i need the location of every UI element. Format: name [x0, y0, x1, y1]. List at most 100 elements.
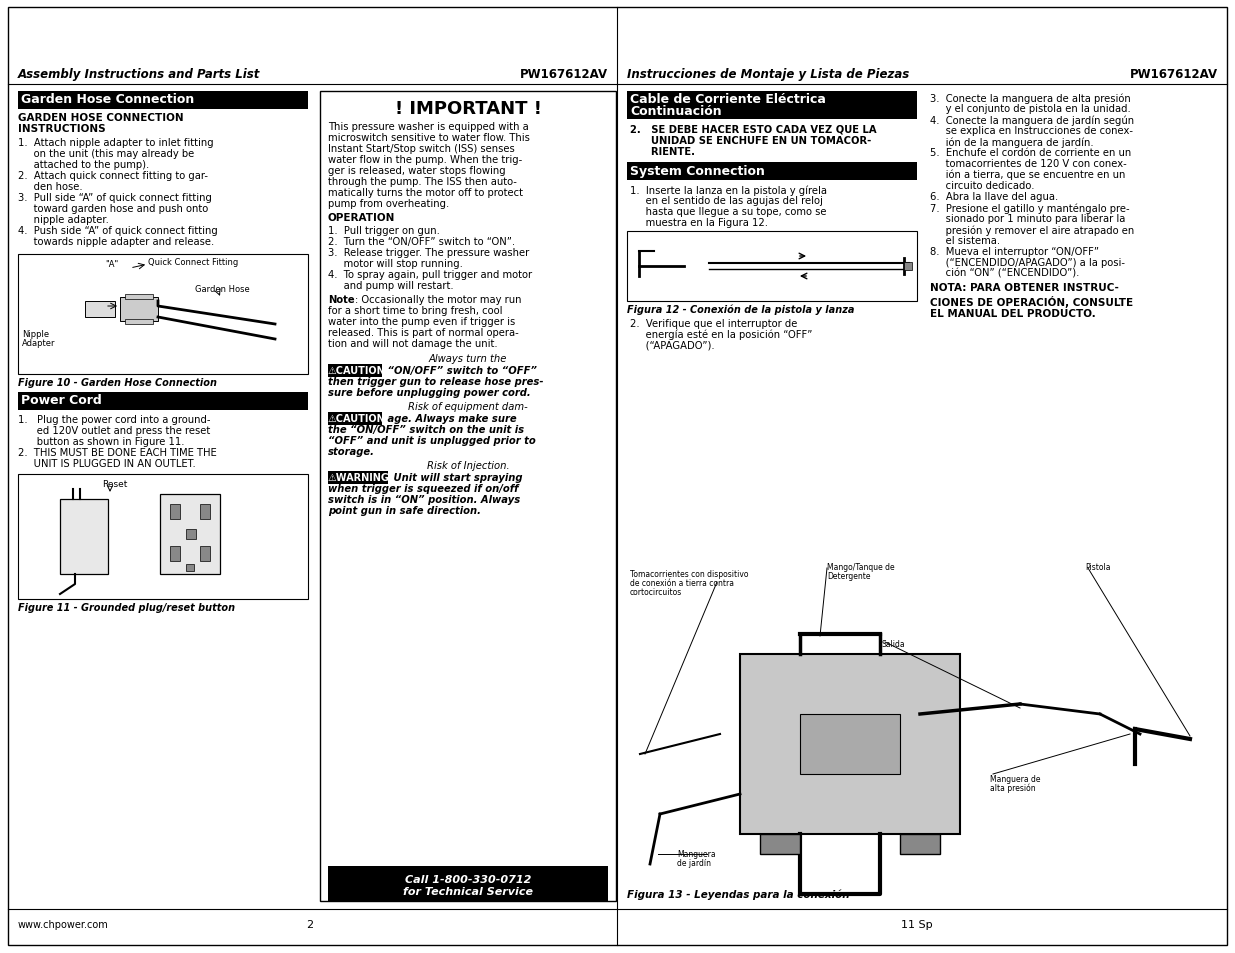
Text: through the pump. The ISS then auto-: through the pump. The ISS then auto-: [329, 177, 517, 187]
Text: ión a tierra, que se encuentre en un: ión a tierra, que se encuentre en un: [930, 170, 1125, 180]
Text: System Connection: System Connection: [630, 165, 764, 178]
Text: 2: 2: [306, 919, 314, 929]
Bar: [19, 91, 308, 110]
Text: and pump will restart.: and pump will restart.: [329, 281, 453, 291]
Text: 2.   SE DEBE HACER ESTO CADA VEZ QUE LA: 2. SE DEBE HACER ESTO CADA VEZ QUE LA: [630, 125, 877, 135]
Bar: [800, 714, 900, 774]
Text: el sistema.: el sistema.: [930, 235, 1000, 246]
Text: "A": "A": [105, 260, 119, 269]
Text: de jardín: de jardín: [677, 858, 711, 867]
Bar: [125, 319, 153, 325]
Bar: [200, 546, 210, 561]
Text: alta presión: alta presión: [990, 783, 1036, 793]
Text: Figura 12 - Conexión de la pistola y lanza: Figura 12 - Conexión de la pistola y lan…: [627, 305, 855, 315]
Text: en el sentido de las agujas del reloj: en el sentido de las agujas del reloj: [630, 195, 823, 206]
Text: (“APAGADO”).: (“APAGADO”).: [630, 340, 715, 351]
Text: motor will stop running.: motor will stop running.: [329, 258, 463, 269]
Text: 8.  Mueva el interruptor “ON/OFF”: 8. Mueva el interruptor “ON/OFF”: [930, 247, 1099, 256]
Text: UNIDAD SE ENCHUFE EN UN TOMACOR-: UNIDAD SE ENCHUFE EN UN TOMACOR-: [630, 136, 871, 146]
Text: ión de la manguera de jardín.: ión de la manguera de jardín.: [930, 137, 1094, 148]
Text: Quick Connect Fitting: Quick Connect Fitting: [148, 257, 238, 267]
Text: 3.  Release trigger. The pressure washer: 3. Release trigger. The pressure washer: [329, 248, 530, 257]
Text: Continuación: Continuación: [630, 105, 721, 118]
Bar: [170, 504, 180, 519]
Text: PW167612AV: PW167612AV: [1130, 68, 1218, 81]
Text: 3.  Conecte la manguera de alta presión: 3. Conecte la manguera de alta presión: [930, 92, 1131, 103]
Text: circuito dedicado.: circuito dedicado.: [930, 181, 1035, 191]
Text: 1.  Inserte la lanza en la pistola y gírela: 1. Inserte la lanza en la pistola y gíre…: [630, 185, 827, 195]
Text: matically turns the motor off to protect: matically turns the motor off to protect: [329, 188, 522, 198]
Text: button as shown in Figure 11.: button as shown in Figure 11.: [19, 436, 184, 447]
Text: Nipple: Nipple: [22, 330, 49, 338]
Text: towards nipple adapter and release.: towards nipple adapter and release.: [19, 236, 214, 247]
Text: Manguera de: Manguera de: [990, 774, 1041, 783]
Text: “ON/OFF” switch to “OFF”: “ON/OFF” switch to “OFF”: [384, 366, 537, 375]
Text: ed 120V outlet and press the reset: ed 120V outlet and press the reset: [19, 426, 210, 436]
Text: 2.  Turn the “ON/OFF” switch to “ON”.: 2. Turn the “ON/OFF” switch to “ON”.: [329, 236, 515, 247]
Text: ción “ON” (“ENCENDIDO”).: ción “ON” (“ENCENDIDO”).: [930, 269, 1079, 278]
Text: RIENTE.: RIENTE.: [630, 147, 695, 157]
Text: ! IMPORTANT !: ! IMPORTANT !: [394, 100, 541, 118]
Text: hasta que llegue a su tope, como se: hasta que llegue a su tope, como se: [630, 207, 826, 216]
Text: Manguera: Manguera: [677, 849, 715, 858]
Bar: [627, 163, 918, 181]
Text: UNIT IS PLUGGED IN AN OUTLET.: UNIT IS PLUGGED IN AN OUTLET.: [19, 458, 196, 469]
Text: presión y remover el aire atrapado en: presión y remover el aire atrapado en: [930, 225, 1134, 235]
Text: energía esté en la posición “OFF”: energía esté en la posición “OFF”: [630, 330, 813, 340]
Text: pump from overheating.: pump from overheating.: [329, 199, 450, 209]
Bar: [186, 564, 194, 572]
Text: Assembly Instructions and Parts List: Assembly Instructions and Parts List: [19, 68, 261, 81]
Text: 7.  Presione el gatillo y manténgalo pre-: 7. Presione el gatillo y manténgalo pre-: [930, 203, 1130, 213]
Text: age. Always make sure: age. Always make sure: [384, 414, 516, 423]
Bar: [740, 655, 960, 834]
Bar: [329, 413, 382, 426]
Text: Pistola: Pistola: [1086, 562, 1110, 572]
Bar: [120, 297, 158, 322]
Text: (“ENCENDIDO/APAGADO”) a la posi-: (“ENCENDIDO/APAGADO”) a la posi-: [930, 257, 1125, 268]
Text: Figure 11 - Grounded plug/reset button: Figure 11 - Grounded plug/reset button: [19, 602, 235, 613]
Text: on the unit (this may already be: on the unit (this may already be: [19, 149, 194, 159]
Text: NOTA: PARA OBTENER INSTRUC-: NOTA: PARA OBTENER INSTRUC-: [930, 283, 1119, 293]
Bar: [904, 263, 911, 271]
Text: storage.: storage.: [329, 447, 375, 456]
Text: tion and will not damage the unit.: tion and will not damage the unit.: [329, 338, 498, 349]
Text: se explica en Instrucciones de conex-: se explica en Instrucciones de conex-: [930, 126, 1132, 136]
Text: Risk of equipment dam-: Risk of equipment dam-: [408, 401, 527, 412]
Text: 11 Sp: 11 Sp: [902, 919, 932, 929]
Text: Call 1-800-330-0712: Call 1-800-330-0712: [405, 874, 531, 884]
Bar: [161, 495, 220, 575]
Bar: [320, 91, 616, 901]
Bar: [329, 472, 388, 484]
Text: for a short time to bring fresh, cool: for a short time to bring fresh, cool: [329, 306, 503, 315]
Text: PW167612AV: PW167612AV: [520, 68, 608, 81]
Text: 1.  Pull trigger on gun.: 1. Pull trigger on gun.: [329, 226, 440, 235]
Bar: [19, 475, 308, 599]
Text: CIONES DE OPERACIÓN, CONSULTE: CIONES DE OPERACIÓN, CONSULTE: [930, 295, 1134, 308]
Text: microswitch sensitive to water flow. This: microswitch sensitive to water flow. Thi…: [329, 132, 530, 143]
Bar: [170, 546, 180, 561]
Text: 2.  Attach quick connect fitting to gar-: 2. Attach quick connect fitting to gar-: [19, 171, 207, 181]
Text: Garden Hose: Garden Hose: [195, 285, 249, 294]
Text: ger is released, water stops flowing: ger is released, water stops flowing: [329, 166, 505, 175]
Text: point gun in safe direction.: point gun in safe direction.: [329, 505, 480, 516]
Bar: [200, 504, 210, 519]
Text: Risk of Injection.: Risk of Injection.: [426, 460, 509, 471]
Text: Adapter: Adapter: [22, 338, 56, 348]
Text: This pressure washer is equipped with a: This pressure washer is equipped with a: [329, 122, 529, 132]
Text: 2.  THIS MUST BE DONE EACH TIME THE: 2. THIS MUST BE DONE EACH TIME THE: [19, 448, 217, 457]
Text: cortocircuitos: cortocircuitos: [630, 587, 682, 597]
Text: 4.  Push side “A” of quick connect fitting: 4. Push side “A” of quick connect fittin…: [19, 226, 217, 235]
Text: ⚠CAUTION: ⚠CAUTION: [329, 414, 385, 423]
Bar: [627, 232, 918, 302]
Bar: [85, 302, 115, 317]
Text: the “ON/OFF” switch on the unit is: the “ON/OFF” switch on the unit is: [329, 424, 524, 435]
Bar: [19, 393, 308, 411]
Text: Detergente: Detergente: [827, 572, 871, 580]
Text: Mango/Tanque de: Mango/Tanque de: [827, 562, 894, 572]
Text: : Occasionally the motor may run: : Occasionally the motor may run: [354, 294, 521, 305]
Text: www.chpower.com: www.chpower.com: [19, 919, 109, 929]
Text: 2.  Verifique que el interruptor de: 2. Verifique que el interruptor de: [630, 318, 798, 329]
Bar: [900, 834, 940, 854]
Text: 4.  Conecte la manguera de jardín según: 4. Conecte la manguera de jardín según: [930, 115, 1134, 126]
Text: Salida: Salida: [882, 639, 905, 648]
